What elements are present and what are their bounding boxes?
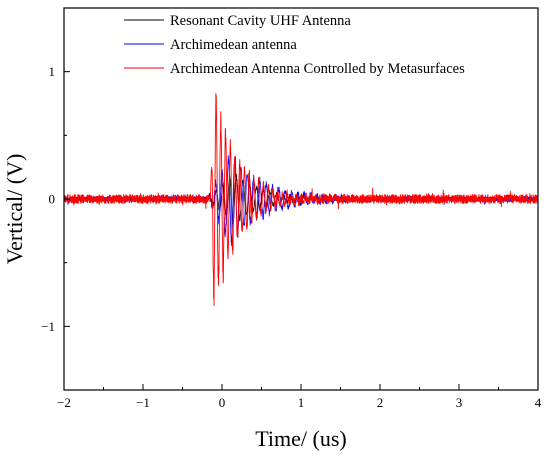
- y-tick-label: −1: [41, 319, 55, 334]
- legend-label-1: Archimedean antenna: [170, 37, 297, 53]
- x-tick-label: −2: [57, 395, 71, 410]
- y-tick-label: 0: [49, 192, 56, 207]
- x-tick-label: 3: [456, 395, 463, 410]
- x-tick-label: 2: [377, 395, 384, 410]
- legend-label-2: Archimedean Antenna Controlled by Metasu…: [170, 61, 465, 77]
- y-axis-title: Vertical/ (V): [2, 154, 27, 265]
- y-tick-label: 1: [49, 64, 56, 79]
- x-tick-label: 0: [219, 395, 226, 410]
- series-line-2: [64, 93, 538, 307]
- x-axis-title: Time/ (us): [255, 426, 346, 451]
- legend: Resonant Cavity UHF Antenna Archimedean a…: [124, 13, 465, 77]
- x-tick-label: −1: [136, 395, 150, 410]
- y-axis: −1 0 1: [41, 7, 70, 391]
- x-tick-label: 4: [535, 395, 542, 410]
- x-tick-label: 1: [298, 395, 305, 410]
- legend-label-0: Resonant Cavity UHF Antenna: [170, 13, 351, 29]
- x-axis: −2 −1 0 1 2 3 4: [57, 384, 542, 410]
- plot-series: [64, 93, 538, 307]
